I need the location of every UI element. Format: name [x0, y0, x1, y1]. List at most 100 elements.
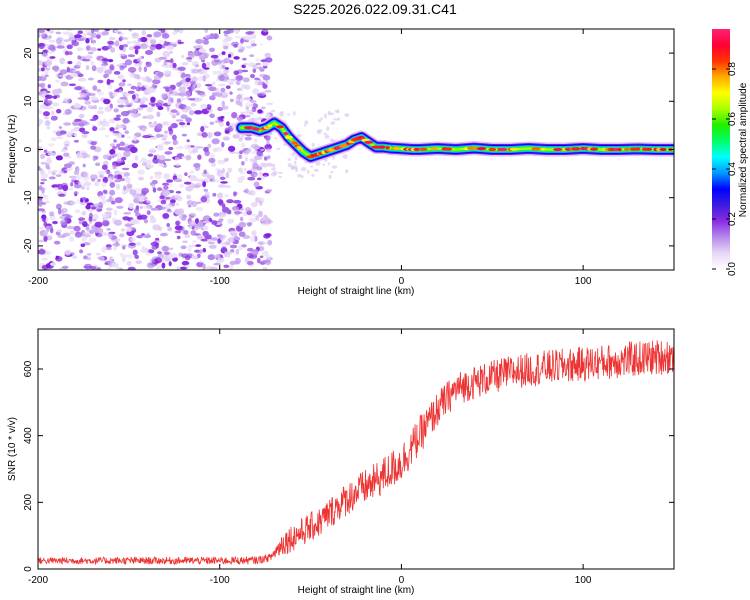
noise-blob	[240, 207, 244, 211]
noise-blob	[149, 148, 156, 152]
noise-blob	[224, 251, 228, 258]
noise-blob	[131, 139, 140, 144]
noise-blob	[240, 111, 245, 115]
noise-blob	[267, 155, 271, 160]
noise-blob	[119, 65, 125, 71]
noise-blob	[229, 91, 233, 95]
noise-blob	[81, 211, 87, 216]
noise-blob	[120, 254, 129, 258]
noise-blob	[217, 192, 224, 199]
noise-blob	[87, 77, 94, 81]
noise-blob	[52, 220, 58, 225]
noise-blob	[164, 141, 171, 145]
noise-blob	[127, 253, 133, 260]
noise-blob	[255, 197, 260, 203]
noise-blob	[63, 163, 72, 168]
noise-blob	[224, 67, 229, 70]
noise-blob	[257, 109, 263, 114]
noise-blob	[259, 171, 262, 175]
noise-blob	[262, 163, 268, 168]
noise-blob	[192, 240, 197, 244]
noise-blob	[180, 97, 186, 101]
noise-blob	[253, 173, 258, 177]
noise-blob	[227, 167, 233, 173]
noise-blob	[142, 115, 148, 119]
noise-blob	[149, 136, 158, 140]
noise-blob	[229, 244, 238, 249]
noise-blob	[218, 218, 224, 223]
noise-blob	[146, 199, 151, 204]
noise-blob	[97, 170, 105, 176]
noise-blob	[266, 148, 272, 153]
noise-blob	[262, 83, 268, 89]
noise-blob	[117, 174, 123, 180]
noise-blob	[41, 257, 48, 261]
noise-blob	[211, 178, 220, 183]
noise-blob	[134, 254, 140, 260]
noise-blob	[165, 210, 173, 213]
noise-blob	[313, 168, 319, 172]
noise-blob	[40, 88, 47, 92]
noise-blob	[272, 163, 276, 168]
noise-blob	[137, 169, 145, 175]
noise-blob	[211, 138, 220, 145]
noise-blob	[101, 63, 106, 67]
noise-blob	[109, 149, 116, 155]
noise-blob	[108, 177, 112, 184]
ridge-peak	[617, 147, 622, 152]
noise-blob	[257, 93, 263, 97]
noise-blob	[90, 60, 95, 66]
noise-blob	[52, 169, 58, 173]
noise-blob	[238, 155, 244, 159]
noise-blob	[221, 100, 225, 107]
noise-blob	[57, 208, 62, 215]
noise-blob	[71, 255, 78, 259]
noise-blob	[131, 32, 140, 39]
x-tick-label: 0	[399, 575, 405, 586]
ridge-peak	[377, 145, 386, 149]
noise-blob	[167, 183, 173, 187]
noise-blob	[126, 41, 132, 45]
noise-blob	[90, 141, 97, 146]
noise-blob	[219, 176, 226, 180]
noise-blob	[184, 233, 191, 239]
noise-blob	[101, 232, 108, 236]
noise-blob	[225, 85, 231, 89]
noise-blob	[208, 157, 216, 164]
noise-blob	[58, 193, 66, 197]
noise-blob	[264, 259, 272, 266]
noise-blob	[163, 185, 169, 190]
noise-blob	[102, 154, 110, 160]
noise-blob	[168, 112, 175, 116]
noise-blob	[183, 90, 191, 97]
noise-blob	[73, 225, 81, 232]
noise-blob	[81, 236, 87, 242]
noise-blob	[93, 228, 99, 234]
noise-blob	[200, 126, 205, 133]
noise-blob	[202, 220, 211, 224]
noise-blob	[234, 35, 243, 39]
noise-blob	[133, 45, 141, 50]
noise-blob	[70, 182, 74, 187]
noise-blob	[90, 32, 98, 39]
noise-blob	[67, 60, 73, 65]
noise-blob	[202, 263, 206, 270]
noise-blob	[106, 78, 111, 85]
noise-blob	[82, 221, 88, 227]
noise-blob	[40, 33, 46, 38]
noise-blob	[162, 182, 170, 186]
noise-blob	[119, 233, 125, 238]
noise-blob	[194, 218, 200, 224]
noise-blob	[64, 108, 72, 115]
noise-blob	[38, 32, 41, 39]
noise-blob	[205, 61, 211, 68]
y-tick-label: 200	[23, 494, 34, 511]
noise-blob	[245, 102, 251, 108]
noise-blob	[142, 127, 147, 132]
noise-blob	[244, 188, 249, 194]
noise-blob	[264, 233, 272, 238]
noise-blob	[80, 243, 86, 248]
noise-blob	[259, 200, 263, 206]
noise-blob	[143, 66, 148, 73]
noise-blob	[171, 62, 177, 68]
